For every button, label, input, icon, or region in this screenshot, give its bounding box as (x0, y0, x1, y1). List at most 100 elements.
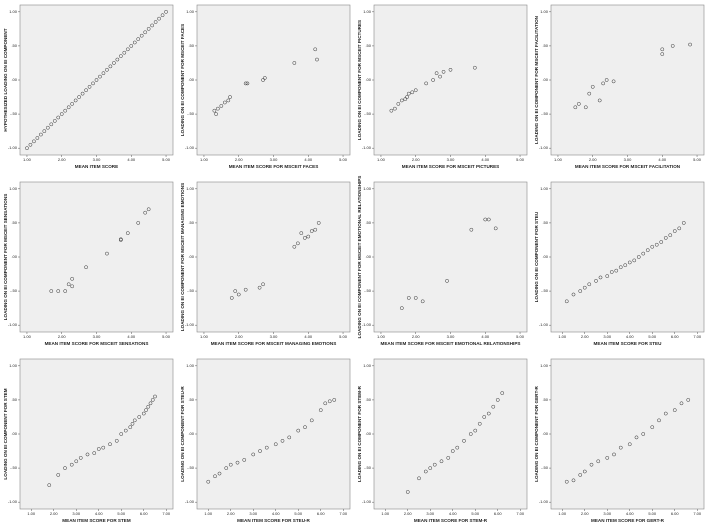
point (153, 20, 158, 24)
x-tick-label: 6.00 (140, 511, 149, 516)
point (677, 226, 682, 231)
x-tick-label: 4.00 (449, 511, 458, 516)
point (668, 233, 673, 238)
y-tick-label: -.50 (10, 465, 18, 470)
x-tick-label: 3.00 (249, 511, 258, 516)
y-tick-label: -.50 (364, 288, 372, 293)
x-tick-label: 6.00 (317, 511, 326, 516)
point (393, 106, 397, 111)
y-tick-label: -1.00 (539, 322, 549, 327)
point (611, 79, 616, 84)
point (594, 279, 598, 283)
y-tick-label: -1.00 (185, 499, 195, 504)
point (235, 460, 240, 465)
y-axis-label: LOADING ON EI COMPONENT FOR STEM (3, 388, 8, 479)
x-tick-label: 3.00 (426, 511, 435, 516)
point (143, 210, 148, 215)
point (399, 306, 404, 310)
point (587, 91, 592, 96)
x-tick-label: 1.00 (23, 334, 32, 339)
point (101, 445, 106, 450)
x-tick-label: 5.00 (339, 334, 348, 339)
y-tick-label: .00 (188, 77, 194, 82)
point (119, 432, 124, 436)
point (63, 289, 68, 293)
point (477, 421, 482, 426)
y-tick-label: .00 (542, 254, 548, 259)
point (641, 251, 646, 256)
x-tick-label: 3.00 (447, 157, 456, 162)
point (63, 466, 67, 470)
point (417, 476, 421, 481)
y-tick-label: -1.00 (8, 499, 18, 504)
point (612, 452, 616, 457)
point (589, 462, 594, 467)
point (228, 95, 232, 99)
y-tick-label: .00 (542, 431, 548, 436)
point (323, 401, 328, 406)
point (233, 289, 238, 293)
point (450, 449, 455, 453)
point (153, 394, 157, 399)
y-tick-label: 1.00 (540, 186, 549, 191)
x-axis-label: MEAN ITEM SCORE FOR MSCEIT FACILITATION (575, 164, 681, 169)
y-tick-label: 1.00 (363, 363, 372, 368)
point (125, 47, 130, 52)
point (573, 105, 578, 110)
y-tick-label: 1.00 (9, 363, 18, 368)
point (299, 231, 304, 235)
point (582, 469, 587, 474)
point (245, 81, 250, 86)
point (146, 27, 151, 31)
x-axis-label: MEAN ITEM SCORE FOR STEM (62, 518, 131, 523)
point (280, 438, 285, 443)
y-tick-label: -1.00 (8, 145, 18, 150)
plot-area (373, 181, 528, 333)
point (224, 466, 229, 470)
point (672, 408, 677, 412)
point (424, 81, 429, 86)
x-axis-label: MEAN ITEM SCORE FOR STEU-R (237, 518, 310, 523)
point (258, 449, 262, 453)
point (292, 244, 297, 249)
point (597, 98, 602, 103)
point (130, 421, 135, 426)
y-axis-label: LOADING ON EI COMPONENT FOR MSCEIT FACIL… (534, 15, 539, 144)
point (389, 108, 394, 113)
point (679, 401, 684, 406)
point (634, 435, 639, 440)
point (226, 98, 231, 103)
point (486, 217, 491, 222)
point (327, 399, 332, 404)
y-tick-label: .00 (365, 254, 371, 259)
y-tick-label: -.50 (364, 465, 372, 470)
plot-area (373, 4, 528, 156)
point (432, 462, 437, 467)
y-tick-label: .50 (188, 43, 194, 48)
plot-area (550, 181, 705, 333)
point (150, 398, 155, 402)
point (32, 139, 36, 144)
x-tick-label: 1.00 (27, 511, 36, 516)
x-tick-label: 4.00 (481, 334, 490, 339)
y-tick-label: .00 (188, 431, 194, 436)
x-tick-label: 7.00 (339, 511, 348, 516)
point (143, 30, 148, 35)
x-tick-label: 1.00 (377, 334, 386, 339)
x-tick-label: 3.00 (270, 334, 279, 339)
point (122, 50, 127, 55)
point (500, 391, 505, 395)
x-tick-label: 2.00 (235, 157, 244, 162)
point (150, 23, 154, 28)
x-axis-label: MEAN ITEM SCORE FOR MSCEIT EMOTIONAL REL… (381, 341, 521, 346)
x-tick-label: 7.00 (516, 511, 525, 516)
x-tick-label: 3.00 (72, 511, 81, 516)
y-tick-label: .50 (188, 220, 194, 225)
point (139, 33, 144, 38)
point (468, 432, 473, 436)
point (292, 61, 297, 65)
y-tick-label: 1.00 (186, 363, 195, 368)
point (77, 95, 81, 99)
x-tick-label: 5.00 (162, 334, 171, 339)
point (441, 69, 446, 74)
